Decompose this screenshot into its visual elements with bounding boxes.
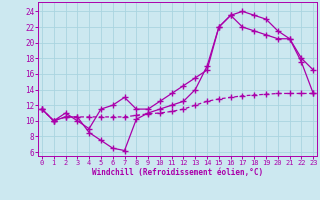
X-axis label: Windchill (Refroidissement éolien,°C): Windchill (Refroidissement éolien,°C)	[92, 168, 263, 177]
